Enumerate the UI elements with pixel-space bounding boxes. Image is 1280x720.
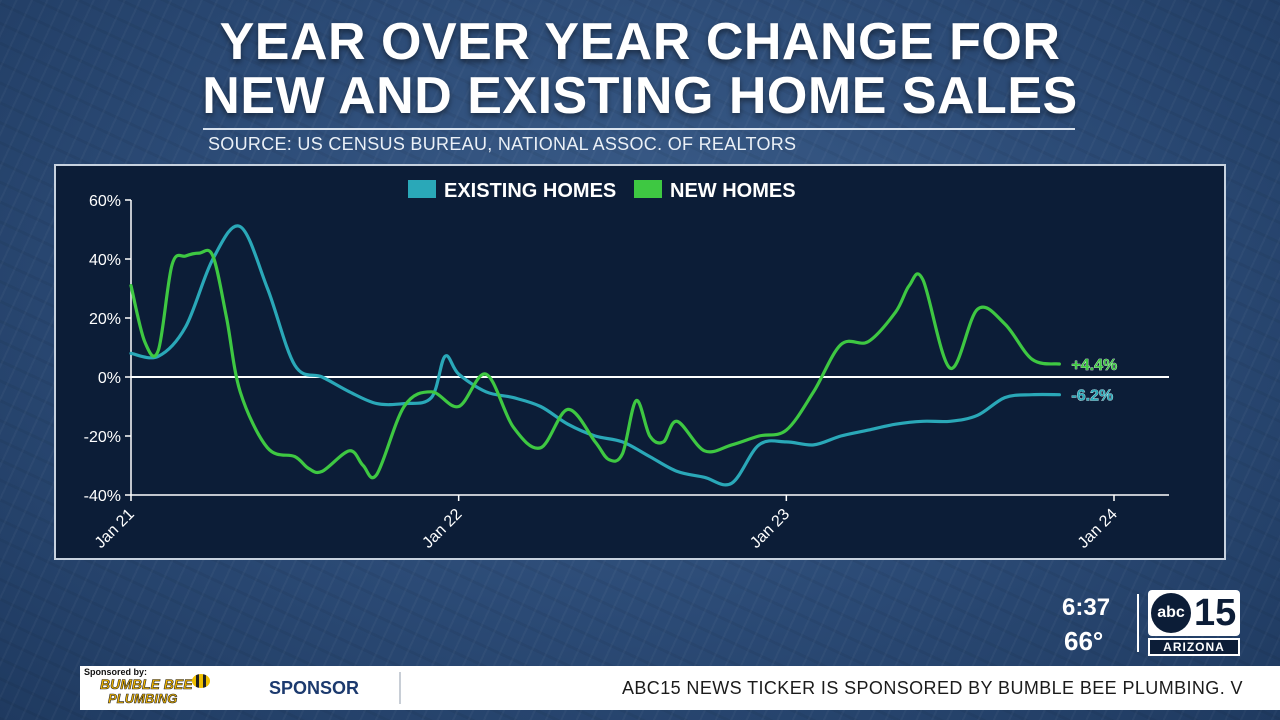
abc-logo-icon: abc — [1151, 593, 1191, 633]
ticker-text: ABC15 NEWS TICKER IS SPONSORED BY BUMBLE… — [622, 678, 1243, 698]
clock-time: 6:37 — [1062, 594, 1111, 621]
x-tick-label: Jan 22 — [420, 506, 466, 552]
y-tick-label: -20% — [84, 429, 121, 446]
sponsored-by-label: Sponsored by: — [84, 667, 148, 677]
source-caption: SOURCE: US CENSUS BUREAU, NATIONAL ASSOC… — [208, 134, 797, 154]
sponsor-logo: Sponsored by: BUMBLE BEE PLUMBING — [80, 666, 228, 710]
legend-label: NEW HOMES — [670, 180, 796, 202]
channel-number: 15 — [1194, 592, 1237, 634]
sponsor-label: SPONSOR — [268, 678, 360, 698]
legend-label: EXISTING HOMES — [444, 180, 616, 202]
temperature: 66° — [1064, 626, 1104, 656]
headline-line-2: NEW AND EXISTING HOME SALES — [202, 67, 1078, 125]
sponsor-brand-line1: BUMBLE BEE — [100, 676, 193, 693]
headline-line-1: YEAR OVER YEAR CHANGE FOR — [219, 13, 1061, 71]
logo-region: ARIZONA — [1148, 638, 1240, 656]
y-tick-label: -40% — [84, 488, 121, 505]
chart-panel: 60% 40% 20% 0% -20% -40% Jan 21 Jan 22 Jan 23 Jan… — [54, 164, 1226, 560]
y-tick-label: 60% — [89, 193, 121, 210]
series-end-label: +4.4% — [1071, 357, 1117, 374]
y-tick-label: 20% — [89, 311, 121, 328]
line-chart: 60% 40% 20% 0% -20% -40%Jan 21 Jan 22 Jan 23 Jan… — [84, 180, 1169, 552]
station-logo: abc 15 ARIZONA — [1148, 590, 1240, 656]
series-end-label: -6.2% — [1071, 388, 1113, 405]
sponsor-brand-line2: PLUMBING — [108, 691, 178, 707]
legend-swatch — [408, 180, 436, 198]
headline-rule — [203, 128, 1075, 130]
series-line-new-homes — [129, 248, 1061, 480]
x-tick-label: Jan 21 — [92, 506, 138, 552]
ticker-separator — [399, 672, 401, 704]
y-tick-label: 0% — [98, 370, 121, 387]
news-ticker: Sponsored by: BUMBLE BEE PLUMBING SPONSO… — [80, 666, 1280, 710]
logo-plate: abc 15 — [1148, 590, 1240, 636]
x-tick-label: Jan 23 — [747, 506, 793, 552]
y-tick-label: 40% — [89, 252, 121, 269]
legend-swatch — [634, 180, 662, 198]
bug-divider — [1137, 594, 1139, 652]
x-tick-label: Jan 24 — [1075, 506, 1121, 552]
bee-icon — [192, 674, 210, 688]
series-line-existing-homes — [129, 224, 1061, 487]
